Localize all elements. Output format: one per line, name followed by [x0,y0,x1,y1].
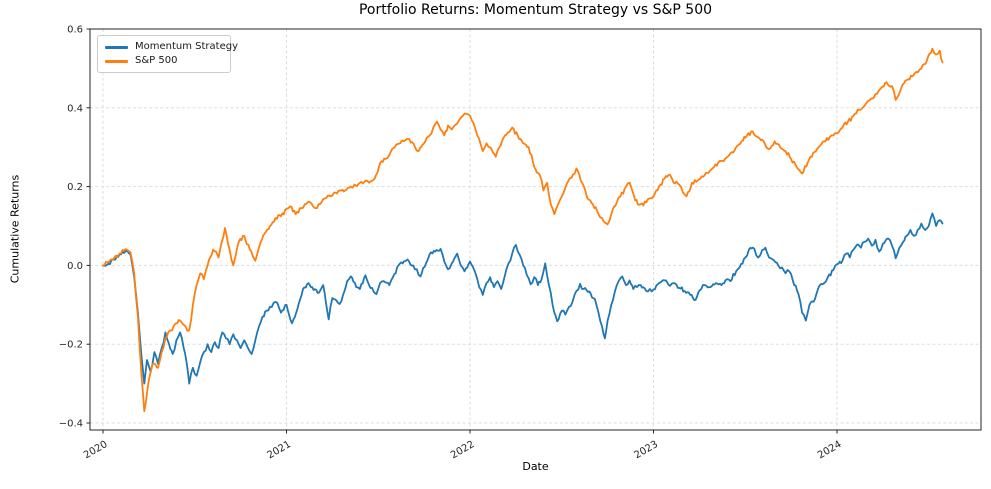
legend: Momentum Strategy S&P 500 [97,35,238,73]
legend-line-swatch-orange [105,59,128,63]
tick-labels: 2020 2021 2022 2023 2024 0.6 0.4 0.2 0.0 −0.2 −0.4 [59,25,844,462]
gridlines [90,28,981,430]
x-tick-label: 2024 [816,439,844,461]
x-axis-label: Date [522,460,549,473]
chart-title: Portfolio Returns: Momentum Strategy vs … [358,2,713,18]
axis-ticks [86,28,838,434]
line-s-p-500 [102,47,944,413]
y-tick-label: 0.6 [67,25,83,36]
x-tick-label: 2020 [82,439,110,461]
y-tick-label: 0.4 [67,103,83,114]
legend-label: Momentum Strategy [135,41,239,52]
x-tick-label: 2023 [632,439,660,461]
legend-item-momentum-strategy: Momentum Strategy [105,42,238,52]
legend-item-sp500: S&P 500 [105,56,223,66]
y-tick-label: −0.4 [59,419,83,430]
series-lines [102,47,944,413]
axes-spines [89,28,982,431]
line-momentum-strategy [102,212,944,385]
legend-line-swatch-blue [105,45,128,49]
x-tick-label: 2022 [449,439,477,461]
y-axis-label: Cumulative Returns [8,174,22,284]
y-tick-label: −0.2 [59,340,83,351]
x-tick-label: 2021 [265,439,293,461]
legend-label: S&P 500 [135,55,178,66]
y-tick-label: 0.0 [67,261,83,272]
y-tick-label: 0.2 [67,182,83,193]
